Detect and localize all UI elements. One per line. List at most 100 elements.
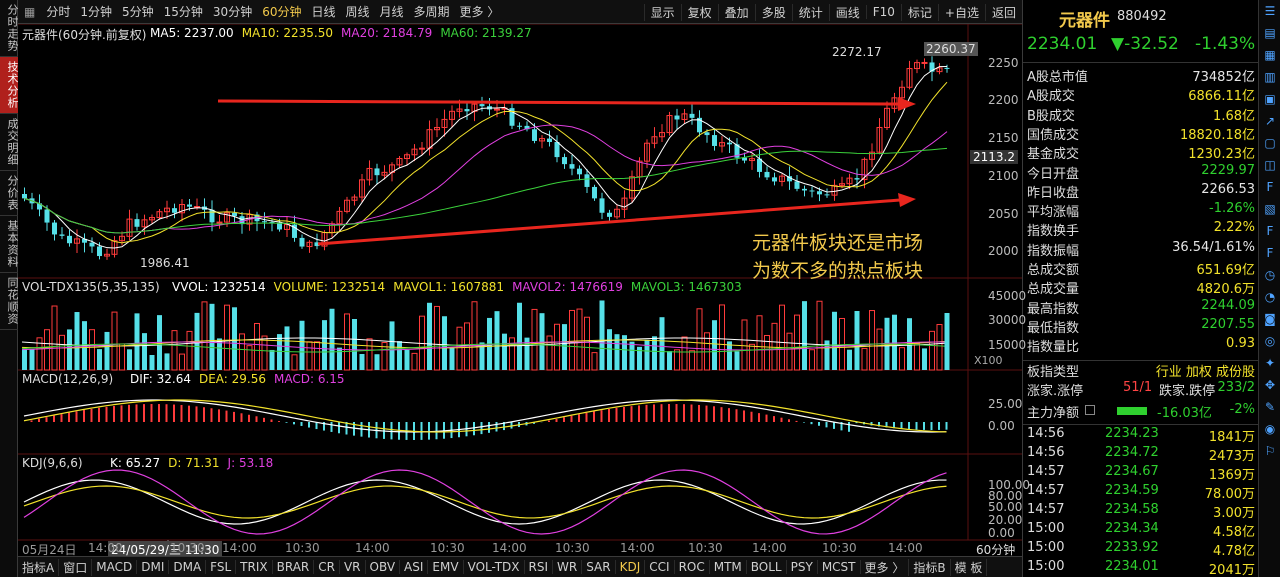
period-tab-3[interactable]: 15分钟	[163, 5, 203, 19]
sector-type-value[interactable]: 行业 加权 成份股	[1155, 365, 1255, 380]
quote-price: 2234.01	[1027, 34, 1098, 54]
indicator-tab-9[interactable]: VR	[340, 560, 366, 574]
news-icon[interactable]: ▧	[1264, 202, 1276, 216]
macd-legend: DIF: 32.64 DEA: 29.56 MACD: 6.15	[130, 372, 345, 386]
indicator-tab-22[interactable]: PSY	[787, 560, 818, 574]
menu-icon[interactable]: ☰	[1264, 4, 1276, 18]
period-tab-2[interactable]: 5分钟	[122, 5, 154, 19]
indicator-tab-3[interactable]: DMI	[137, 560, 170, 574]
list-icon[interactable]: ▤	[1264, 26, 1276, 40]
period-tab-4[interactable]: 30分钟	[212, 5, 253, 19]
indicator-tab-16[interactable]: SAR	[582, 560, 616, 574]
f11-icon[interactable]: F	[1266, 224, 1274, 238]
period-tab-1[interactable]: 1分钟	[80, 5, 112, 19]
indicator-tab-14[interactable]: RSI	[525, 560, 554, 574]
time-tick: 14:00	[222, 541, 257, 555]
move-icon[interactable]: ✥	[1264, 378, 1276, 392]
left-tab-0[interactable]: 分时走势	[0, 0, 19, 57]
left-tab-1[interactable]: 技术分析	[0, 57, 19, 114]
toolbar-action-2[interactable]: 叠加	[717, 3, 755, 21]
toolbar-action-0[interactable]: 显示	[643, 3, 681, 21]
y-tick: 20.00	[988, 513, 1023, 527]
indicator-tab-18[interactable]: CCI	[645, 560, 675, 574]
period-tab-7[interactable]: 周线	[345, 5, 370, 19]
period-tab-9[interactable]: 多周期	[413, 5, 450, 19]
indicator-tab-6[interactable]: TRIX	[236, 560, 273, 574]
bell-icon[interactable]: ◉	[1264, 422, 1276, 436]
pie-icon[interactable]: ◔	[1264, 290, 1276, 304]
alarm-icon[interactable]: ⚐	[1264, 444, 1276, 458]
period-tab-10[interactable]: 更多 〉	[459, 5, 500, 19]
indicator-tab-0[interactable]: 指标A	[18, 558, 60, 576]
y-tick: 2250	[988, 56, 1019, 70]
toolbar-action-4[interactable]: 统计	[791, 3, 829, 21]
indicator-tab-13[interactable]: VOL-TDX	[464, 560, 525, 574]
period-tab-6[interactable]: 日线	[311, 5, 336, 19]
indicator-tab-24[interactable]: 更多 〉	[861, 558, 910, 576]
indicator-tab-21[interactable]: BOLL	[747, 560, 787, 574]
indicator-tab-15[interactable]: WR	[553, 560, 583, 574]
toolbar-action-3[interactable]: 多股	[754, 3, 792, 21]
indicator-tab-17[interactable]: KDJ	[616, 560, 646, 574]
indicator-tab-23[interactable]: MCST	[818, 560, 861, 574]
indicator-tab-7[interactable]: BRAR	[273, 560, 315, 574]
doc-icon[interactable]: ▢	[1264, 136, 1276, 150]
left-tab-5[interactable]: 同花顺资	[0, 273, 19, 330]
star-icon[interactable]: ✦	[1264, 356, 1276, 370]
box-icon[interactable]: ◫	[1264, 158, 1276, 172]
legend-item: J: 53.18	[227, 456, 274, 470]
chart-icon[interactable]: ▣	[1264, 92, 1276, 106]
toolbar-action-9[interactable]: 返回	[984, 3, 1022, 21]
indicator-tab-10[interactable]: OBV	[366, 560, 401, 574]
indicator-tab-4[interactable]: DMA	[169, 560, 207, 574]
pen-icon[interactable]: ✎	[1264, 400, 1276, 414]
toolbar-action-1[interactable]: 复权	[680, 3, 718, 21]
period-tab-8[interactable]: 月线	[379, 5, 404, 19]
time-tick: 10:30	[170, 541, 205, 555]
toolbar-action-8[interactable]: +自选	[937, 3, 985, 21]
quote-pct: -1.43%	[1195, 34, 1256, 54]
table-icon[interactable]: ▦	[1264, 48, 1276, 62]
quote-change: ▼-32.52	[1111, 34, 1179, 54]
period-tab-5[interactable]: 60分钟	[262, 5, 302, 19]
indicator-tab-1[interactable]: 窗口	[59, 558, 93, 576]
indicator-tab-19[interactable]: ROC	[675, 560, 710, 574]
legend-item: DEA: 29.56	[198, 372, 266, 386]
indicator-tab-bar: 指标A 窗口 MACD DMI DMA FSL TRIX BRAR CR VR OBV ASI EMV V…	[18, 556, 1022, 577]
indicator-tab-11[interactable]: ASI	[400, 560, 429, 574]
time-tick: 14:00	[752, 541, 787, 555]
toolbar-action-5[interactable]: 画线	[828, 3, 866, 21]
indicator-tab-12[interactable]: EMV	[428, 560, 464, 574]
stat-row: 今日开盘 2229.97	[1027, 162, 1255, 182]
net-flow-icon[interactable]	[1085, 405, 1095, 415]
indicator-tab-26[interactable]: 模 板	[951, 558, 988, 576]
toolbar-action-6[interactable]: F10	[865, 5, 901, 19]
grid-icon[interactable]: ▥	[1264, 70, 1276, 84]
tick-row: 14:56 2234.72 2473万	[1027, 445, 1255, 464]
indicator-tab-5[interactable]: FSL	[206, 560, 237, 574]
legend-item: MA60: 2139.27	[440, 26, 532, 40]
left-tab-3[interactable]: 分价表	[0, 171, 19, 216]
sector-type-row: 板指类型 行业 加权 成份股	[1023, 361, 1259, 380]
cursor-time-label: 24/05/29/三 11:30	[108, 541, 223, 558]
indicator-tab-25[interactable]: 指标B	[909, 558, 951, 576]
left-tab-4[interactable]: 基本资料	[0, 216, 19, 273]
bag-icon[interactable]: ◙	[1264, 312, 1276, 326]
indicator-tab-8[interactable]: CR	[314, 560, 340, 574]
period-tab-0[interactable]: 分时	[46, 5, 71, 19]
toolbar-action-7[interactable]: 标记	[900, 3, 938, 21]
grid-icon[interactable]: ▦	[24, 4, 36, 19]
kline-chart-area[interactable]	[18, 24, 1022, 556]
indicator-tab-20[interactable]: MTM	[710, 560, 747, 574]
trend-icon[interactable]: ↗	[1264, 114, 1276, 128]
f10-icon[interactable]: F	[1266, 180, 1274, 194]
y-tick: 2200	[988, 93, 1019, 107]
tick-row: 15:00 2234.34 4.58亿	[1027, 521, 1255, 540]
clock-icon[interactable]: ◷	[1264, 268, 1276, 282]
legend-item: VVOL: 1232514	[172, 280, 266, 294]
indicator-tab-2[interactable]: MACD	[92, 560, 138, 574]
target-icon[interactable]: ◎	[1264, 334, 1276, 348]
left-tab-2[interactable]: 成交明细	[0, 114, 19, 171]
f12-icon[interactable]: F	[1266, 246, 1274, 260]
stat-row: 基金成交 1230.23亿	[1027, 147, 1255, 163]
